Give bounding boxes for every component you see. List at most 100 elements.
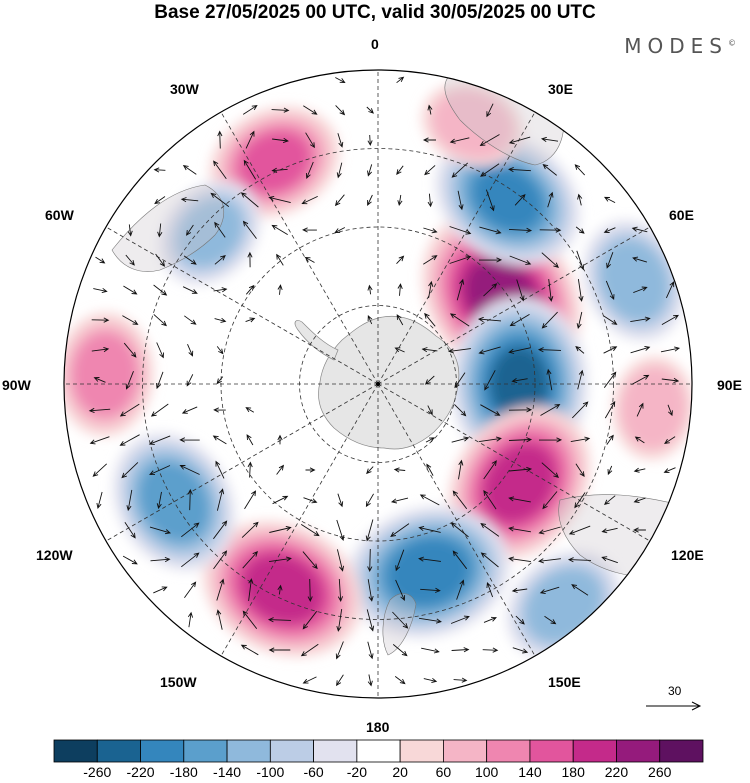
south-america (111, 184, 224, 272)
wind-vector (337, 133, 344, 148)
lon-label-120w: 120W (36, 547, 73, 563)
wind-vector (631, 226, 648, 233)
wind-vector (424, 312, 436, 327)
wind-vector (603, 227, 616, 233)
anomaly-contour (177, 199, 243, 267)
wind-vector (485, 189, 495, 212)
wind-vector (214, 221, 226, 238)
wind-vector (482, 647, 499, 653)
wind-vector (541, 252, 559, 268)
colorbar-tick-label: -220 (126, 764, 155, 780)
wind-vector (509, 314, 530, 327)
colorbar-tick-label: 60 (435, 764, 452, 780)
wind-vector (634, 436, 645, 444)
wind-vector (423, 677, 438, 683)
wind-vector (480, 404, 501, 416)
wind-vector (335, 77, 346, 83)
wind-vector (242, 551, 258, 569)
meridian-line (105, 383, 379, 542)
wind-vector (575, 345, 585, 354)
wind-vector (269, 556, 292, 563)
wind-vector (450, 522, 469, 538)
wind-vector (452, 490, 468, 510)
wind-vector (243, 159, 257, 180)
wind-vector (546, 368, 553, 391)
map-title: Base 27/05/2025 00 UTC, valid 30/05/2025… (154, 2, 596, 23)
wind-vector (268, 195, 291, 204)
wind-vector (156, 371, 164, 390)
wind-vector (425, 437, 435, 443)
wind-vector (486, 103, 494, 118)
wind-vector (577, 279, 584, 302)
wind-vector (216, 488, 225, 511)
anomaly-contour (620, 366, 687, 450)
wind-vector (577, 193, 583, 206)
wind-vector (213, 287, 228, 293)
colorbar-labels: -260 -220 -180 -140 -100 -60 -20 20 60 100 140 180 2… (0, 764, 750, 782)
wind-vector (451, 647, 470, 653)
wind-vector (418, 525, 441, 533)
wind-vector (630, 316, 651, 323)
wind-vector (182, 286, 198, 294)
wind-vector (216, 346, 224, 355)
wind-vector (548, 279, 554, 302)
wind-vector (427, 405, 433, 416)
wind-vector (210, 192, 230, 207)
wind-vector (217, 130, 223, 149)
wind-vector (428, 280, 434, 299)
wind-vector (393, 467, 406, 473)
wind-vector (367, 548, 373, 573)
wind-vector (241, 521, 259, 538)
lon-label-180: 180 (366, 719, 390, 735)
wind-vector (244, 490, 257, 510)
wind-vector (334, 194, 345, 207)
wind-vector (180, 197, 199, 203)
wind-vector (419, 494, 440, 506)
wind-vector (483, 616, 497, 623)
wind-vector (453, 677, 468, 683)
wind-vector (302, 551, 318, 570)
lon-label-120e: 120E (671, 547, 704, 563)
wind-vectors (88, 76, 681, 687)
wind-vector (153, 284, 168, 296)
wind-vector (271, 224, 288, 235)
wind-vector (575, 463, 585, 478)
latitude-circle (142, 148, 614, 620)
wind-vector (242, 220, 257, 239)
wind-vector (661, 377, 680, 384)
wind-vector (267, 617, 292, 623)
wind-vector (449, 137, 470, 144)
wind-vector (334, 227, 346, 233)
wind-vector (148, 435, 171, 445)
wind-vector (269, 525, 292, 533)
wind-vector (511, 378, 528, 384)
wind-vector (366, 466, 374, 475)
wind-vector (245, 284, 255, 295)
wind-vector (630, 345, 651, 354)
wind-vector (246, 434, 254, 446)
meridian-line (377, 111, 536, 385)
wind-vector (271, 107, 290, 113)
wind-vector (213, 520, 228, 540)
map-border (63, 69, 693, 699)
wind-vector (478, 346, 501, 355)
wind-vector (367, 315, 373, 325)
wind-vector (448, 348, 471, 354)
wind-vector (150, 403, 169, 417)
meridian-line (220, 111, 379, 385)
wind-vector (119, 434, 140, 446)
wind-vector (245, 317, 256, 323)
wind-vector (633, 497, 646, 503)
wind-vector (268, 647, 291, 653)
colorbar-tick-label: 20 (392, 764, 408, 780)
wind-vector (396, 314, 404, 326)
lon-label-30e: 30E (548, 81, 573, 97)
wind-vector (276, 464, 285, 475)
wind-vector (508, 526, 531, 533)
new-zealand (382, 593, 417, 656)
colorbar-tick-label: -180 (169, 764, 198, 780)
wind-vector (91, 346, 110, 353)
colorbar-tick-label: -140 (213, 764, 242, 780)
colorbar-tick-label: 140 (518, 764, 542, 780)
